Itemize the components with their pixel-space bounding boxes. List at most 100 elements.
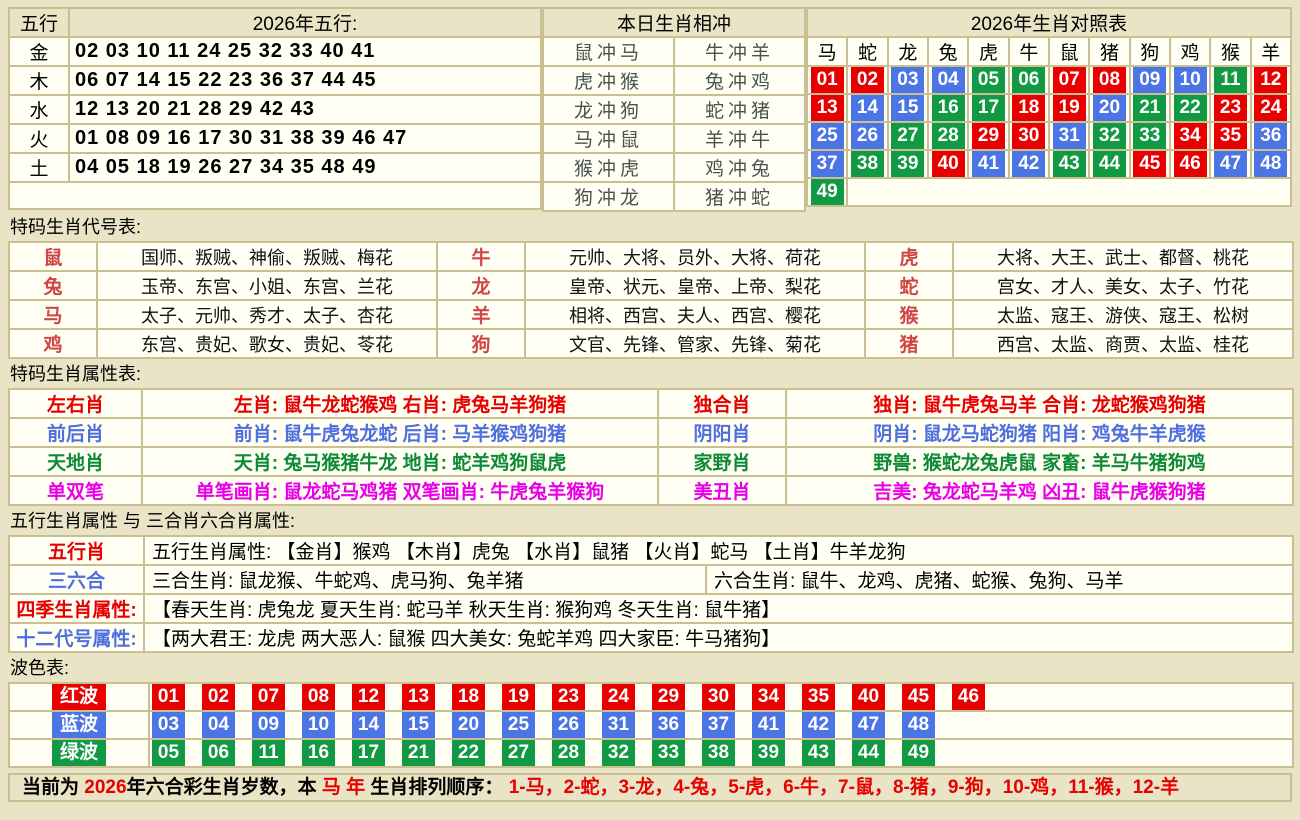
five-element-combo-table: 五行肖 五行生肖属性: 【金肖】猴鸡 【木肖】虎兔 【水肖】鼠猪 【火肖】蛇马 【… — [8, 535, 1294, 653]
number-ball-47: 47 — [852, 713, 885, 737]
number-ball-36: 36 — [652, 713, 685, 737]
number-cell: 31 — [1047, 121, 1091, 151]
number-cell: 09 — [1128, 65, 1171, 95]
clash-pair: 牛冲羊 — [672, 36, 807, 67]
codename-zodiac: 蛇 — [864, 270, 954, 301]
clash-header-row: 本日生肖相冲 — [541, 7, 807, 38]
number-ball-08: 08 — [1092, 68, 1126, 92]
zodiac-clash-table: 本日生肖相冲 鼠冲马 牛冲羊 虎冲猴 兔冲鸡 龙冲狗 蛇冲猪 马冲鼠 羊冲牛 猴冲虎 鸡冲兔 狗冲龙猪… — [541, 7, 807, 212]
number-cell: 14 — [846, 93, 889, 123]
codename-zodiac: 马 — [8, 299, 98, 330]
wave-label-cell: 绿波 — [8, 738, 150, 768]
number-ball-46: 46 — [1173, 152, 1207, 176]
wave-label-blue: 蓝波 — [52, 713, 106, 737]
number-ball-04: 04 — [202, 713, 235, 737]
codename-row: 马太子、元帅、秀才、太子、杏花羊相将、西宫、夫人、西宫、樱花猴太监、寇王、游侠、… — [8, 299, 1294, 330]
combo-text: 【春天生肖: 虎兔龙 夏天生肖: 蛇马羊 秋天生肖: 猴狗鸡 冬天生肖: 鼠牛猪… — [143, 593, 1294, 624]
number-ball-09: 09 — [252, 713, 285, 737]
number-ball-15: 15 — [891, 96, 925, 120]
number-ball-41: 41 — [971, 152, 1005, 176]
number-ball-03: 03 — [891, 68, 925, 92]
element-name: 土 — [8, 152, 70, 183]
number-ball-49: 49 — [810, 180, 844, 204]
number-ball-18: 18 — [1012, 96, 1046, 120]
footer-highlight-text: 1-马，2-蛇，3-龙，4-兔，5-虎，6-牛，7-鼠，8-猪，9-狗，10-鸡… — [508, 777, 1180, 798]
combo-label: 三六合 — [8, 564, 145, 595]
element-numbers: 04 05 18 19 26 27 34 35 48 49 — [68, 152, 542, 183]
codename-list: 太监、寇王、游侠、寇王、松树 — [952, 299, 1294, 330]
number-cell: 25 — [806, 121, 849, 151]
number-cell: 40 — [926, 149, 970, 179]
codename-zodiac: 羊 — [436, 299, 526, 330]
attribute-row: 单双笔 单笔画肖: 鼠龙蛇马鸡猪 双笔画肖: 牛虎兔羊猴狗 美丑肖 吉美: 兔龙蛇马羊… — [8, 475, 1294, 506]
number-ball-24: 24 — [602, 685, 635, 709]
number-ball-41: 41 — [752, 713, 785, 737]
element-numbers: 12 13 20 21 28 29 42 43 — [68, 94, 542, 125]
number-ball-07: 07 — [252, 685, 285, 709]
codename-zodiac: 龙 — [436, 270, 526, 301]
number-ball-06: 06 — [1012, 68, 1046, 92]
wave-row: 红波 01 02 07 08 12 13 18 19 23 24 29 30 34 35 40 45 46 — [8, 682, 1294, 712]
five-elements-table: 五行 2026年五行: 金 02 03 10 11 24 25 32 33 40 41… — [8, 7, 542, 210]
codename-row: 鼠国师、叛贼、神偷、叛贼、梅花牛元帅、大将、员外、大将、荷花虎大将、大王、武士、… — [8, 241, 1294, 272]
number-cell: 24 — [1249, 93, 1293, 123]
number-cell: 27 — [886, 121, 930, 151]
number-ball-20: 20 — [1092, 96, 1126, 120]
number-ball-14: 14 — [352, 713, 385, 737]
codenames-title: 特码生肖代号表: — [10, 217, 142, 237]
number-ball-32: 32 — [602, 741, 635, 765]
number-ball-04: 04 — [931, 68, 965, 92]
number-ball-20: 20 — [452, 713, 485, 737]
number-ball-12: 12 — [352, 685, 385, 709]
number-cell: 13 — [806, 93, 849, 123]
combo-row: 四季生肖属性: 【春天生肖: 虎兔龙 夏天生肖: 蛇马羊 秋天生肖: 猴狗鸡 冬天… — [8, 593, 1294, 624]
clash-pair: 羊冲牛 — [672, 123, 807, 154]
five-elements-row: 金 02 03 10 11 24 25 32 33 40 41 — [8, 36, 542, 67]
number-cell: 45 — [1128, 149, 1171, 179]
number-cell: 32 — [1088, 121, 1131, 151]
clash-pair: 龙冲狗 — [542, 94, 675, 125]
number-cell: 44 — [1088, 149, 1131, 179]
five-elements-empty-row — [8, 181, 542, 210]
number-ball-25: 25 — [810, 124, 844, 148]
number-ball-35: 35 — [802, 685, 835, 709]
number-ball-16: 16 — [302, 741, 335, 765]
number-ball-16: 16 — [931, 96, 965, 120]
zodiac-column-header: 鼠 — [1047, 36, 1091, 67]
number-cell: 01 — [806, 65, 849, 95]
clash-pair: 狗冲龙 — [542, 181, 675, 212]
number-cell: 34 — [1168, 121, 1212, 151]
number-ball-36: 36 — [1254, 124, 1288, 148]
number-ball-42: 42 — [802, 713, 835, 737]
number-cell: 17 — [967, 93, 1010, 123]
empty-cell — [8, 181, 542, 210]
clash-row: 鼠冲马 牛冲羊 — [542, 36, 807, 67]
number-ball-31: 31 — [1052, 124, 1086, 148]
number-cell: 05 — [967, 65, 1010, 95]
number-cell: 42 — [1007, 149, 1050, 179]
number-ball-09: 09 — [1133, 68, 1167, 92]
number-ball-22: 22 — [1173, 96, 1207, 120]
number-cell: 49 — [806, 177, 849, 207]
five-elements-row: 水 12 13 20 21 28 29 42 43 — [8, 94, 542, 125]
codename-list: 西宫、太监、商贾、太监、桂花 — [952, 328, 1294, 359]
attribute-values: 吉美: 兔龙蛇马羊鸡 凶丑: 鼠牛虎猴狗猪 — [785, 475, 1294, 506]
number-cell: 37 — [806, 149, 849, 179]
number-ball-18: 18 — [452, 685, 485, 709]
wave-label-red: 红波 — [52, 685, 106, 709]
clash-pair: 鼠冲马 — [542, 36, 675, 67]
element-numbers: 06 07 14 15 22 23 36 37 44 45 — [68, 65, 542, 96]
codename-list: 宫女、才人、美女、太子、竹花 — [952, 270, 1294, 301]
number-cell: 33 — [1128, 121, 1171, 151]
number-cell: 21 — [1128, 93, 1171, 123]
number-ball-39: 39 — [752, 741, 785, 765]
number-ball-30: 30 — [702, 685, 735, 709]
attribute-values: 独肖: 鼠牛虎兔马羊 合肖: 龙蛇猴鸡狗猪 — [785, 388, 1294, 419]
footer-text: 生肖排列顺序： — [365, 777, 509, 798]
number-ball-26: 26 — [552, 713, 585, 737]
number-cell: 04 — [926, 65, 970, 95]
number-ball-01: 01 — [152, 685, 185, 709]
number-ball-37: 37 — [702, 713, 735, 737]
combo-text: 三合生肖: 鼠龙猴、牛蛇鸡、虎马狗、兔羊猪 — [143, 564, 707, 595]
